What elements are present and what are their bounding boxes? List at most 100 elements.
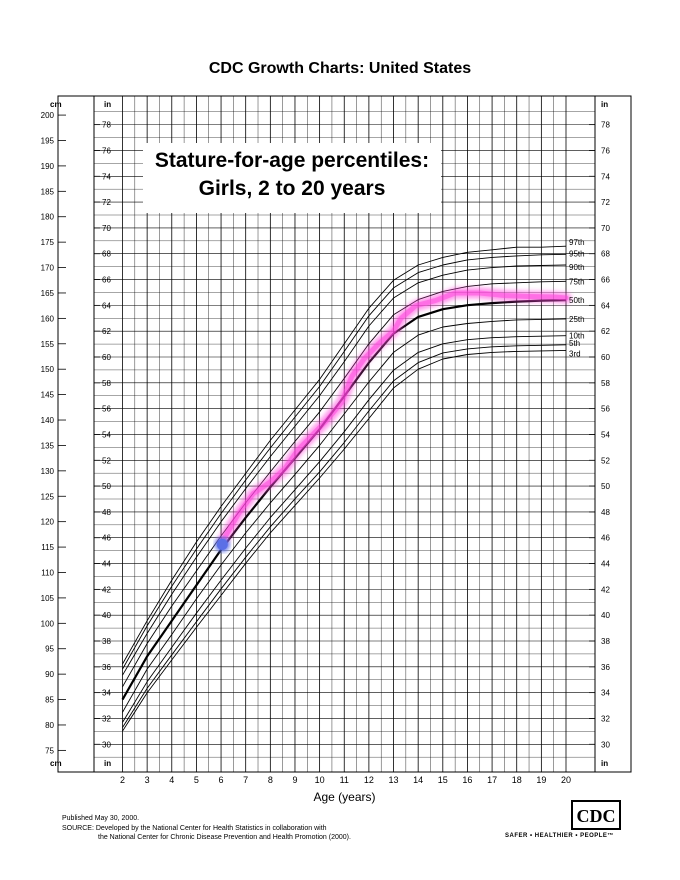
cm-tick-label: 185 [41, 187, 55, 196]
cm-tick-label: 170 [41, 264, 55, 273]
in-tick-label-left: 36 [102, 663, 111, 672]
x-tick-label: 6 [219, 775, 224, 785]
chart-subtitle: Girls, 2 to 20 years [198, 177, 386, 200]
percentile-label-90th: 90th [569, 263, 585, 272]
published-note: Published May 30, 2000. [62, 815, 140, 822]
percentile-curve-3rd [122, 349, 567, 732]
in-tick-label-right: 70 [601, 224, 610, 233]
cm-tick-label: 130 [41, 467, 55, 476]
percentile-curve-90th [122, 264, 567, 676]
percentile-curve-97th [122, 245, 567, 665]
percentile-curve-10th [122, 335, 567, 723]
in-tick-label-left: 54 [102, 430, 111, 439]
in-tick-label-right: 40 [601, 611, 610, 620]
cm-tick-label: 120 [41, 518, 55, 527]
in-unit-label-top-right: in [601, 100, 608, 109]
in-tick-label-left: 30 [102, 740, 111, 749]
in-tick-label-left: 78 [102, 121, 111, 130]
cm-tick-label: 195 [41, 136, 55, 145]
cm-tick-label: 75 [45, 746, 54, 755]
highlight-growth-path-core [221, 290, 569, 542]
cm-tick-label: 190 [41, 162, 55, 171]
cm-tick-label: 100 [41, 619, 55, 628]
in-tick-label-right: 46 [601, 534, 610, 543]
in-tick-label-right: 34 [601, 689, 610, 698]
percentile-label-3rd: 3rd [569, 349, 581, 358]
cm-tick-label: 155 [41, 340, 55, 349]
in-tick-label-left: 56 [102, 405, 111, 414]
cm-tick-label: 105 [41, 594, 55, 603]
chart-title: Stature-for-age percentiles: [154, 149, 430, 172]
in-tick-label-right: 68 [601, 250, 610, 259]
page-title: CDC Growth Charts: United States [208, 60, 472, 77]
in-tick-label-left: 64 [102, 301, 111, 310]
in-tick-label-left: 40 [102, 611, 111, 620]
cm-tick-label: 85 [45, 696, 54, 705]
cm-tick-label: 125 [41, 492, 55, 501]
x-tick-label: 8 [268, 775, 273, 785]
in-tick-label-right: 56 [601, 405, 610, 414]
in-tick-label-left: 46 [102, 534, 111, 543]
x-tick-label: 3 [145, 775, 150, 785]
x-tick-label: 19 [536, 775, 546, 785]
cm-tick-label: 180 [41, 213, 55, 222]
cm-tick-label: 140 [41, 416, 55, 425]
cm-tick-label: 115 [41, 543, 54, 552]
x-tick-label: 14 [413, 775, 423, 785]
percentile-label-10th: 10th [569, 332, 585, 341]
percentile-label-95th: 95th [569, 249, 585, 258]
in-tick-label-right: 66 [601, 276, 610, 285]
x-tick-label: 7 [243, 775, 248, 785]
x-tick-label: 17 [487, 775, 497, 785]
cm-tick-label: 90 [45, 670, 54, 679]
percentile-curve-25th [122, 318, 567, 713]
x-tick-label: 9 [292, 775, 297, 785]
in-tick-label-right: 32 [601, 714, 610, 723]
x-tick-label: 11 [340, 775, 349, 785]
in-tick-label-right: 52 [601, 456, 610, 465]
cm-tick-label: 150 [41, 365, 55, 374]
in-tick-label-left: 76 [102, 146, 111, 155]
in-tick-label-right: 44 [601, 560, 610, 569]
cm-tick-label: 175 [41, 238, 55, 247]
percentile-label-25th: 25th [569, 315, 585, 324]
source-note-line-2: the National Center for Chronic Disease … [98, 834, 351, 841]
x-tick-label: 18 [512, 775, 522, 785]
in-unit-label-top-left: in [104, 100, 111, 109]
in-tick-label-right: 78 [601, 121, 610, 130]
in-tick-label-left: 48 [102, 508, 111, 517]
cm-tick-label: 145 [41, 391, 55, 400]
in-tick-label-left: 62 [102, 327, 111, 336]
in-tick-label-left: 68 [102, 250, 111, 259]
cm-tick-label: 135 [41, 441, 55, 450]
cm-unit-label-top: cm [50, 100, 62, 109]
cm-tick-label: 165 [41, 289, 55, 298]
x-tick-label: 15 [438, 775, 448, 785]
in-tick-label-left: 44 [102, 560, 111, 569]
in-tick-label-left: 58 [102, 379, 111, 388]
in-unit-label-bottom-right: in [601, 759, 608, 768]
in-tick-label-left: 34 [102, 689, 111, 698]
start-marker-core [216, 539, 228, 551]
cm-tick-label: 80 [45, 721, 54, 730]
cm-tick-label: 95 [45, 645, 54, 654]
percentile-curve-5th [122, 344, 567, 728]
in-tick-label-right: 50 [601, 482, 610, 491]
source-note-line-1: SOURCE: Developed by the National Center… [62, 825, 327, 832]
cdc-logo: CDC [571, 800, 621, 830]
in-unit-label-bottom-left: in [104, 759, 111, 768]
x-tick-label: 4 [169, 775, 174, 785]
x-tick-label: 12 [364, 775, 374, 785]
x-tick-label: 13 [389, 775, 399, 785]
x-tick-label: 20 [561, 775, 571, 785]
percentile-label-75th: 75th [569, 277, 585, 286]
in-tick-label-right: 58 [601, 379, 610, 388]
in-tick-label-right: 48 [601, 508, 610, 517]
in-tick-label-left: 52 [102, 456, 111, 465]
cm-tick-label: 200 [41, 111, 55, 120]
in-tick-label-right: 76 [601, 146, 610, 155]
cm-tick-label: 110 [41, 568, 54, 577]
cdc-tagline: SAFER • HEALTHIER • PEOPLE™ [505, 833, 614, 839]
x-tick-label: 5 [194, 775, 199, 785]
